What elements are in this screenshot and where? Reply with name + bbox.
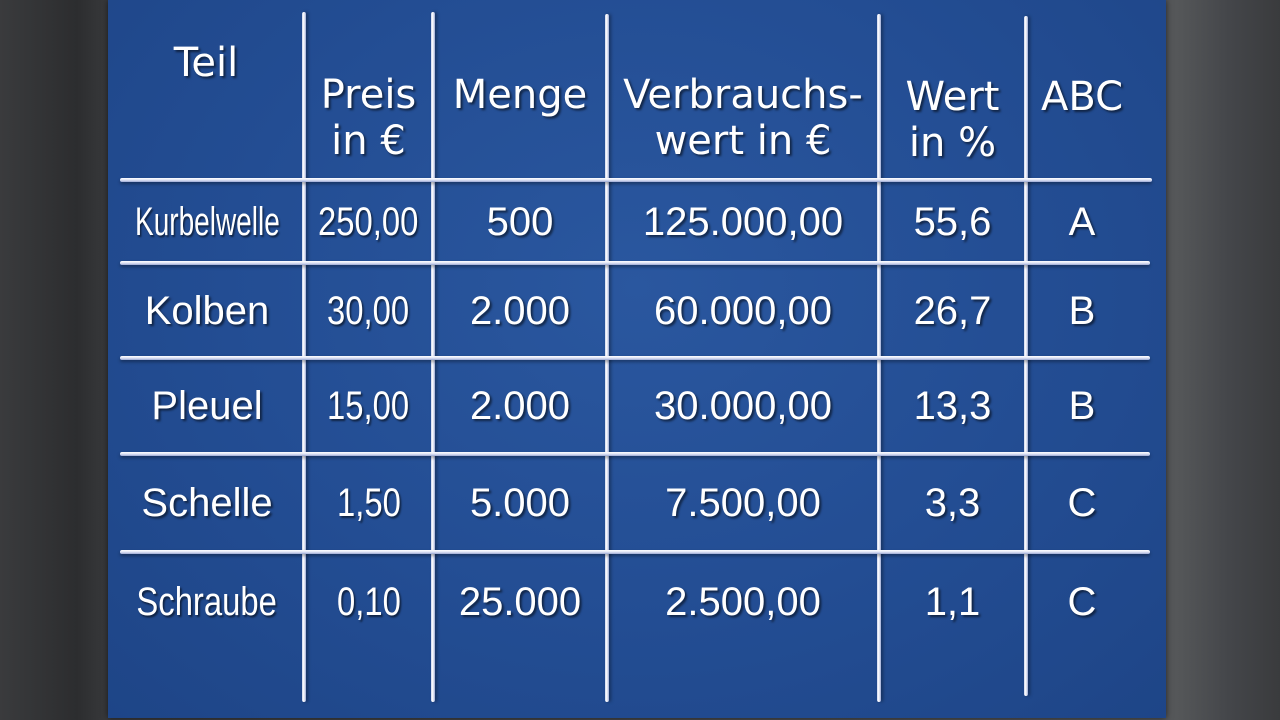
cell-text: 13,3 <box>913 383 992 428</box>
cell-text: 1,1 <box>924 579 981 624</box>
row-divider <box>120 550 1150 554</box>
header-line1: Wert <box>905 74 1000 120</box>
cell-preis: 0,10 <box>306 554 431 650</box>
cell-text: 2.000 <box>469 383 571 428</box>
cell-wert-prozent: 26,7 <box>881 265 1024 357</box>
header-line2: in € <box>331 118 406 164</box>
row-divider <box>120 178 1152 182</box>
row-divider <box>120 356 1150 360</box>
cell-verbrauchswert: 60.000,00 <box>609 265 877 357</box>
header-line1: Verbrauchs- <box>623 72 863 118</box>
cell-text: B <box>1068 383 1096 428</box>
cell-teil: Schraube <box>112 554 302 650</box>
cell-wert-prozent: 3,3 <box>881 456 1024 550</box>
cell-wert-prozent: 55,6 <box>881 182 1024 262</box>
cell-menge: 2.000 <box>435 360 605 452</box>
cell-text: Pleuel <box>151 383 263 428</box>
cell-verbrauchswert: 7.500,00 <box>609 456 877 550</box>
header-preis: Preis in € <box>306 72 431 172</box>
cell-abc: C <box>1028 554 1136 650</box>
cell-abc: B <box>1028 265 1136 357</box>
cell-text: 5.000 <box>469 480 571 525</box>
cell-text: C <box>1067 480 1097 525</box>
cell-teil: Schelle <box>112 456 302 550</box>
header-line1: ABC <box>1040 74 1124 120</box>
header-verbrauchswert: Verbrauchs- wert in € <box>609 72 877 172</box>
cell-teil: Kurbelwelle <box>112 182 302 262</box>
cell-text: 1,50 <box>336 480 401 525</box>
cell-menge: 500 <box>435 182 605 262</box>
cell-text: B <box>1068 288 1096 333</box>
cell-preis: 30,00 <box>306 265 431 357</box>
cell-text: 7.500,00 <box>665 480 821 525</box>
cell-text: Kurbelwelle <box>134 199 280 244</box>
cell-text: 500 <box>486 199 554 244</box>
cell-text: 25.000 <box>458 579 582 624</box>
header-line1: Teil <box>173 40 239 86</box>
header-line1: Menge <box>452 72 588 118</box>
cell-text: 30,00 <box>327 288 410 333</box>
cell-abc: C <box>1028 456 1136 550</box>
header-teil: Teil <box>108 40 304 150</box>
cell-verbrauchswert: 125.000,00 <box>609 182 877 262</box>
cell-wert-prozent: 13,3 <box>881 360 1024 452</box>
header-abc: ABC <box>1028 74 1136 174</box>
cell-abc: A <box>1028 182 1136 262</box>
cell-teil: Pleuel <box>112 360 302 452</box>
cell-text: Schraube <box>136 579 278 624</box>
header-line1: Preis <box>320 72 417 118</box>
cell-text: A <box>1068 199 1096 244</box>
cell-menge: 2.000 <box>435 265 605 357</box>
cell-text: Kolben <box>144 288 270 333</box>
cell-text: C <box>1067 579 1097 624</box>
cell-verbrauchswert: 30.000,00 <box>609 360 877 452</box>
cell-text: 55,6 <box>913 199 992 244</box>
cell-text: 30.000,00 <box>654 383 832 428</box>
cell-abc: B <box>1028 360 1136 452</box>
cell-wert-prozent: 1,1 <box>881 554 1024 650</box>
cell-text: 3,3 <box>924 480 981 525</box>
cell-text: 250,00 <box>318 199 419 244</box>
cell-preis: 15,00 <box>306 360 431 452</box>
cell-text: 0,10 <box>336 579 401 624</box>
cell-verbrauchswert: 2.500,00 <box>609 554 877 650</box>
cell-preis: 1,50 <box>306 456 431 550</box>
cell-text: 15,00 <box>327 383 410 428</box>
cell-text: 2.000 <box>469 288 571 333</box>
header-line2: wert in € <box>654 118 832 164</box>
header-wert-prozent: Wert in % <box>881 74 1024 174</box>
cell-text: 26,7 <box>913 288 992 333</box>
cell-text: 60.000,00 <box>654 288 832 333</box>
cell-teil: Kolben <box>112 265 302 357</box>
header-menge: Menge <box>435 72 605 172</box>
row-divider <box>120 261 1150 265</box>
cell-menge: 25.000 <box>435 554 605 650</box>
cell-text: 125.000,00 <box>642 199 844 244</box>
cell-menge: 5.000 <box>435 456 605 550</box>
cell-text: 2.500,00 <box>665 579 821 624</box>
cell-preis: 250,00 <box>306 182 431 262</box>
header-line2: in % <box>908 120 997 166</box>
cell-text: Schelle <box>141 480 273 525</box>
abc-analysis-board: Teil Preis in € Menge Verbrauchs- wert i… <box>108 0 1166 718</box>
row-divider <box>120 452 1150 456</box>
